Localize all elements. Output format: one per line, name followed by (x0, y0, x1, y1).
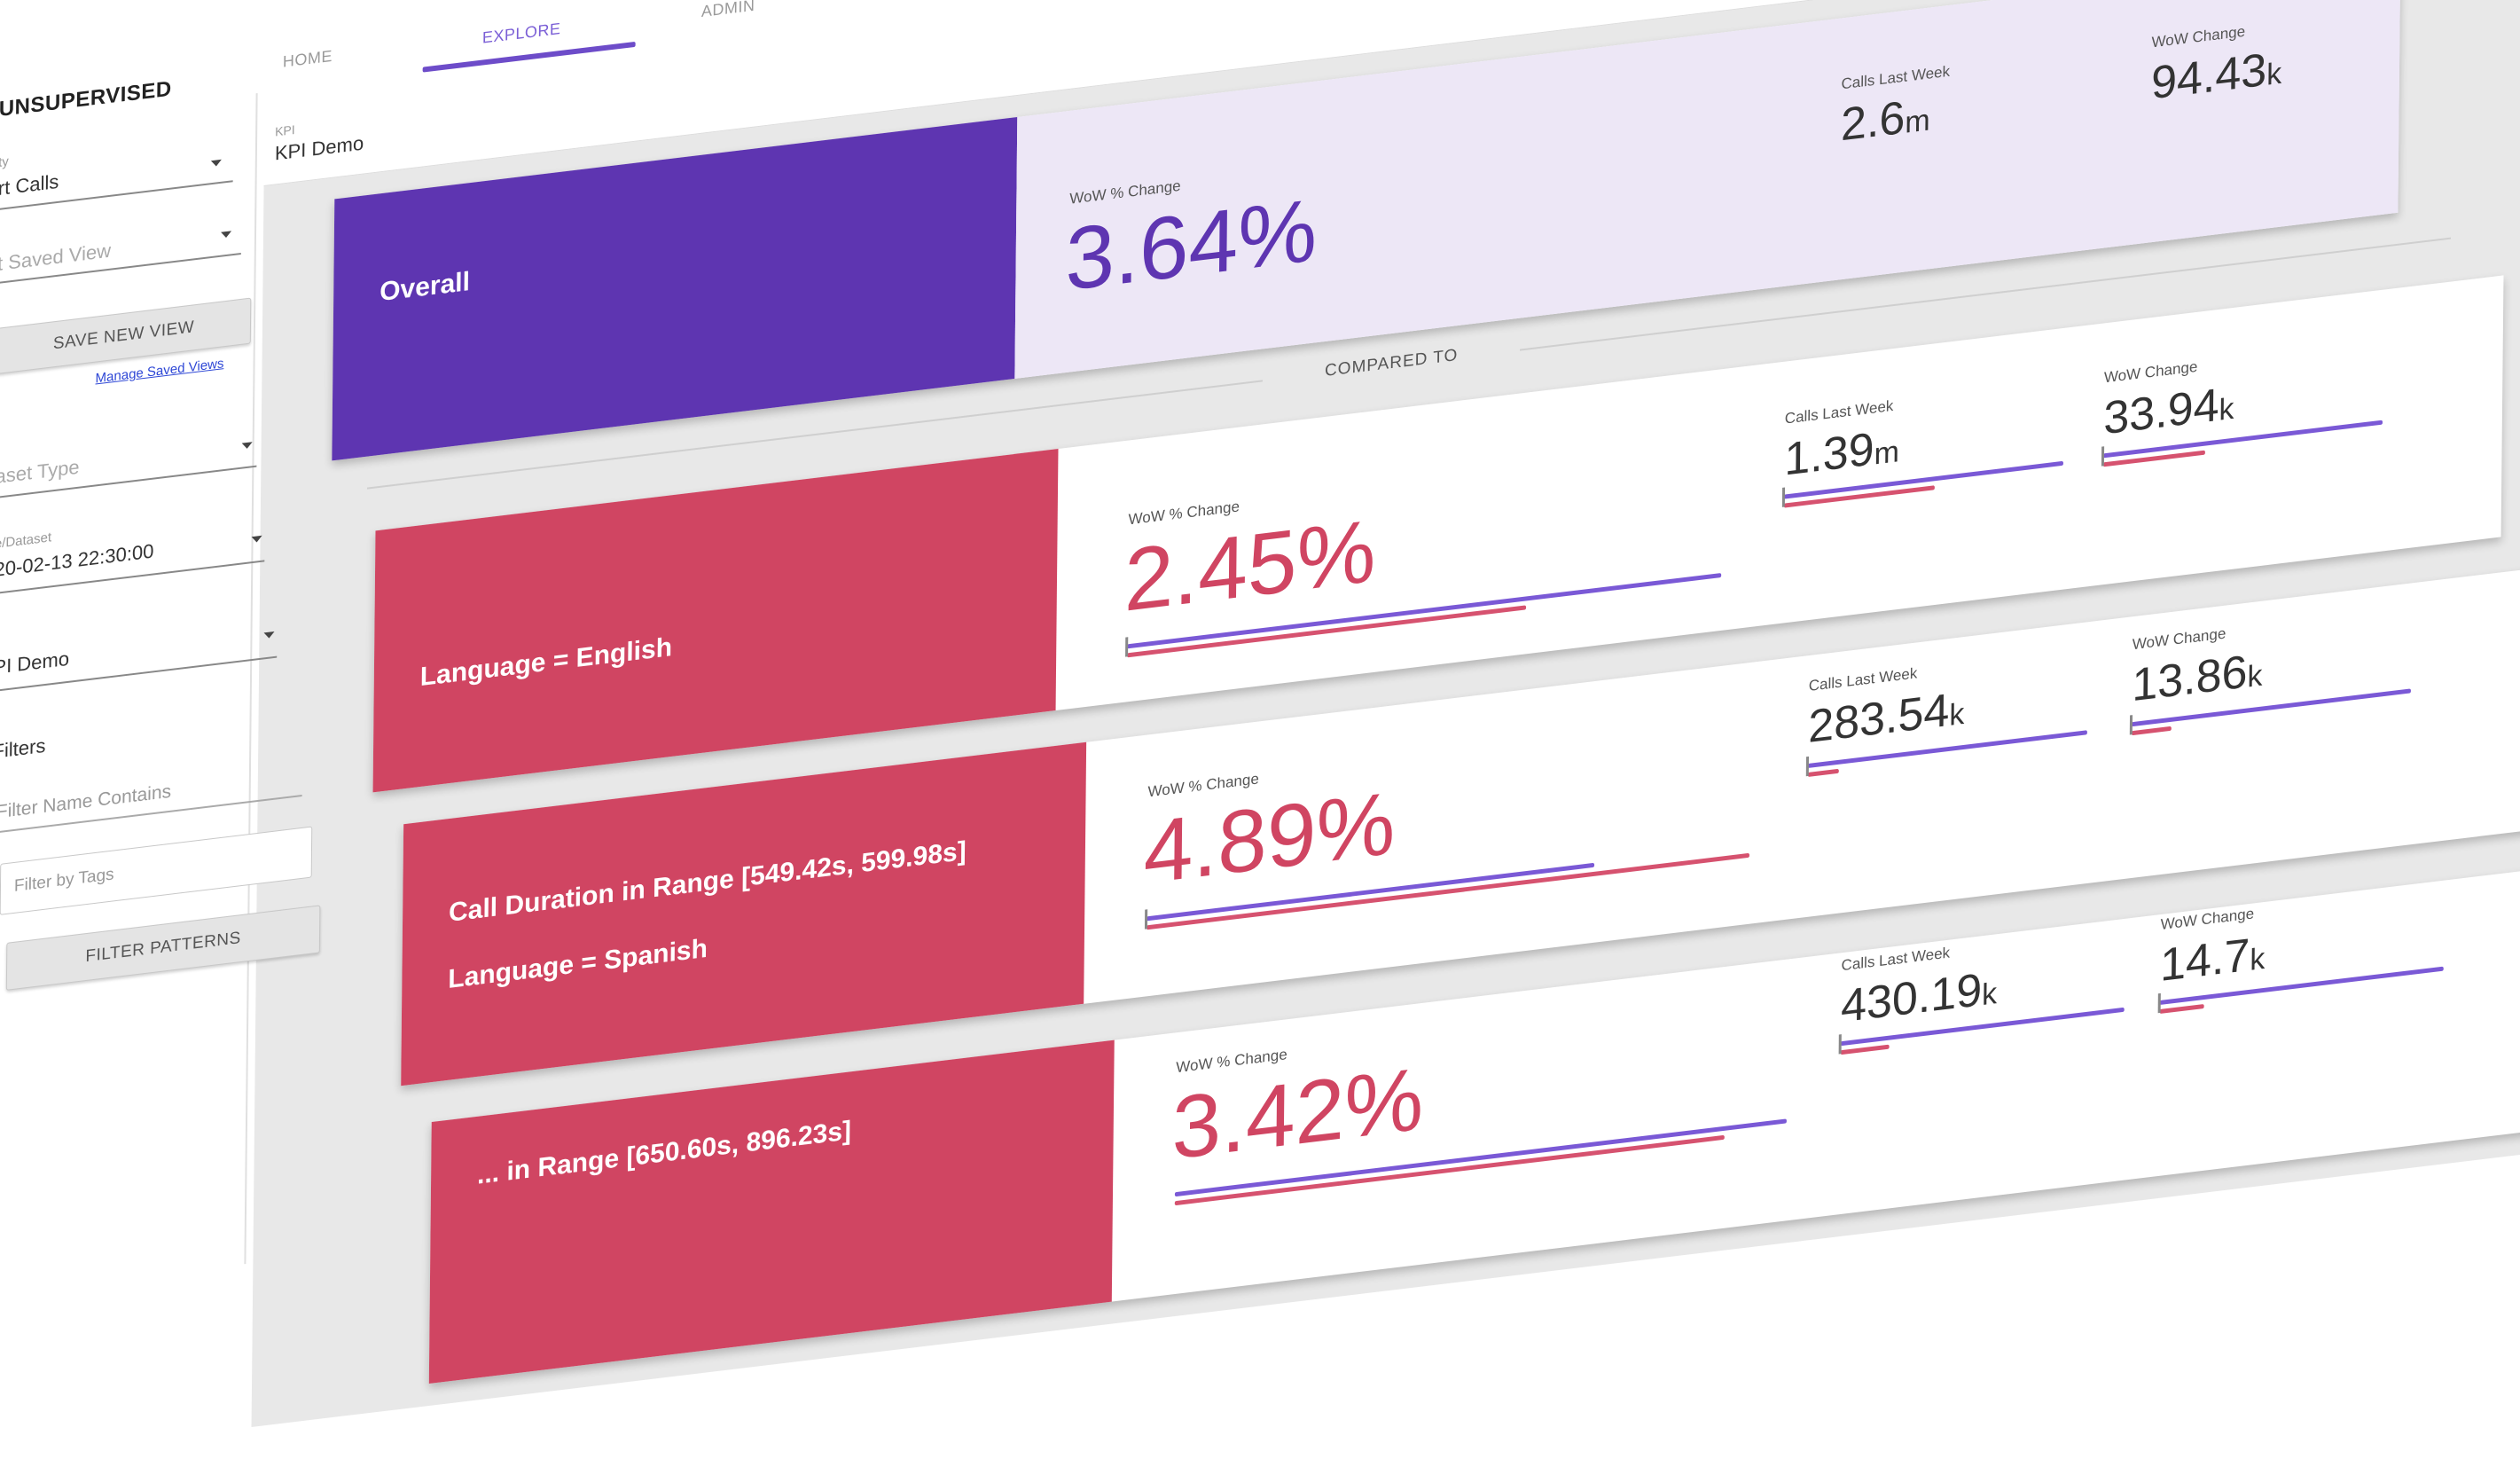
change-bar-compare (2131, 726, 2172, 736)
chevron-down-icon[interactable] (263, 631, 275, 639)
kpi-caption: KPI (275, 122, 295, 139)
change-value: 13.86k (2132, 646, 2263, 712)
tab-home[interactable]: HOME (282, 46, 333, 71)
card-label-line: Language = English (419, 632, 673, 693)
calls-value: 1.39m (1784, 423, 1900, 486)
tab-admin[interactable]: ADMIN (700, 0, 755, 20)
card-label-line: Overall (380, 266, 471, 308)
bar-origin-tick (1805, 756, 1810, 777)
chevron-down-icon[interactable] (210, 159, 222, 168)
calls-value: 283.54k (1808, 684, 1965, 753)
bar-origin-tick (1838, 1034, 1842, 1055)
bar-origin-tick (2157, 992, 2161, 1014)
card-label-line: ... in Range [650.60s, 896.23s] (476, 1116, 852, 1190)
change-value: 14.7k (2159, 929, 2266, 992)
chevron-down-icon[interactable] (241, 442, 253, 450)
calls-bar-compare (1840, 1044, 1890, 1055)
calls-bar-compare (1807, 768, 1839, 777)
calls-value: 430.19k (1840, 964, 1998, 1033)
bar-origin-tick (2101, 446, 2105, 467)
change-bar-compare (2159, 1004, 2204, 1014)
bar-origin-tick (1144, 909, 1148, 930)
stage: UNSUPERVISED HOME EXPLORE ADMIN ty rt Ca… (0, 0, 2520, 1427)
bar-origin-tick (1781, 487, 1786, 507)
bar-origin-tick (2129, 715, 2133, 735)
chevron-down-icon[interactable] (251, 535, 262, 544)
card-label-line: Language = Spanish (448, 933, 708, 994)
change-value: 33.94k (2103, 379, 2234, 445)
sidebar (0, 92, 258, 1296)
tab-explore[interactable]: EXPLORE (481, 19, 561, 47)
card-label-line: Call Duration in Range [549.42s, 599.98s… (448, 835, 967, 928)
bar-origin-tick (1125, 637, 1129, 657)
calls-caption: Calls Last Week (1784, 396, 1894, 428)
entity-label: ty (0, 153, 9, 170)
chevron-down-icon[interactable] (221, 231, 232, 239)
